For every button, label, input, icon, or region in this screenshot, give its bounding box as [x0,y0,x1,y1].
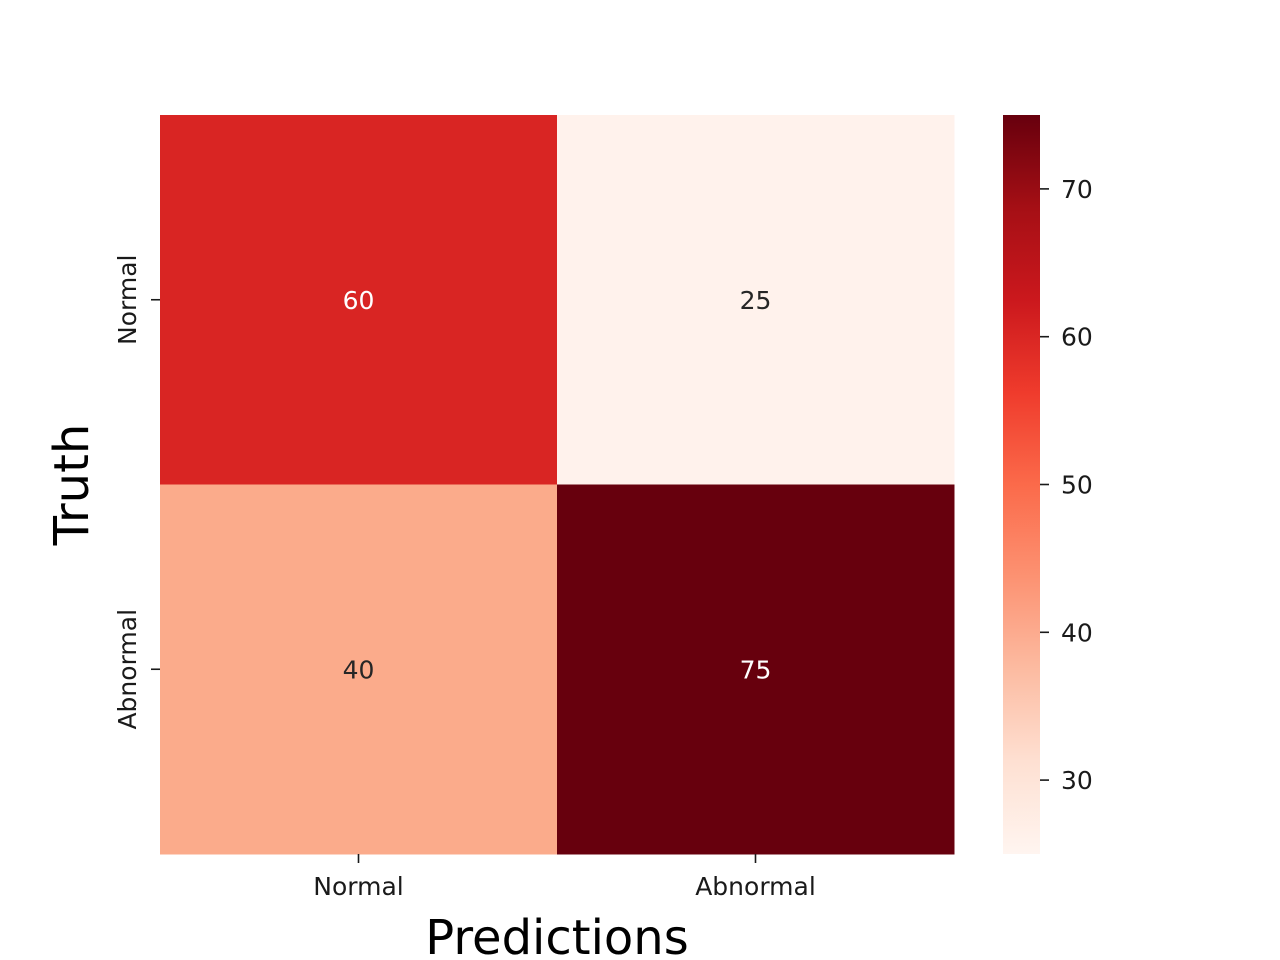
y-tick-label: Normal [113,255,142,345]
colorbar-tick-label: 30 [1061,766,1093,795]
cell-value-label: 75 [740,655,772,684]
cell-value-label: 40 [343,655,375,684]
x-axis-title: Predictions [425,910,688,960]
y-tick-label: Abnormal [113,609,142,730]
x-tick-label: Abnormal [695,872,816,901]
heatmap-cell [557,484,955,855]
cell-value-label: 25 [740,286,772,315]
colorbar-gradient [1003,115,1040,854]
y-axis-title: Truth [44,424,100,547]
heatmap-cell [160,484,558,855]
colorbar-tick-label: 40 [1061,618,1093,647]
colorbar: 30 40 50 60 70 [1003,115,1093,854]
y-axis: Normal Abnormal [113,255,160,730]
x-tick-label: Normal [313,872,403,901]
cell-value-label: 60 [343,286,375,315]
colorbar-tick-label: 50 [1061,471,1093,500]
heatmap-cell [557,115,955,485]
colorbar-tick-label: 60 [1061,323,1093,352]
colorbar-tick-label: 70 [1061,175,1093,204]
heatmap-cells: 60 25 40 75 [160,115,955,855]
heatmap-cell [160,115,558,485]
x-axis: Normal Abnormal [313,854,816,901]
